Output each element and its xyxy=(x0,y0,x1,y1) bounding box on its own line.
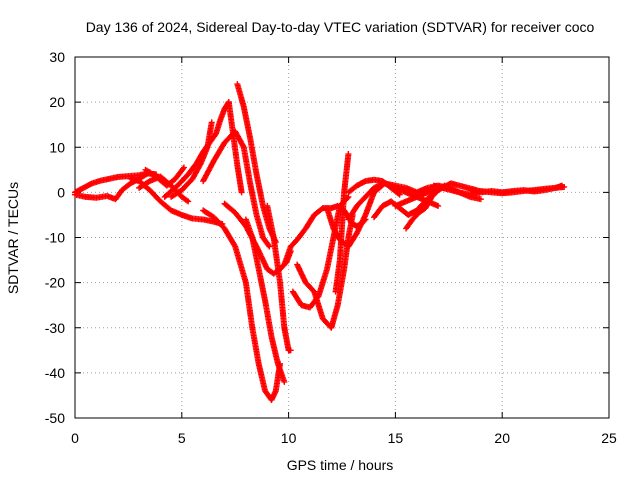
y-tick-label: 0 xyxy=(57,184,65,200)
data-point xyxy=(179,165,186,172)
data-layer xyxy=(72,81,568,403)
x-tick-label: 0 xyxy=(71,430,79,446)
data-series xyxy=(467,182,566,197)
x-tick-label: 15 xyxy=(388,430,404,446)
data-series xyxy=(294,211,356,331)
data-point xyxy=(238,189,245,196)
x-tick-label: 5 xyxy=(178,430,186,446)
axis-ticks: 0 5 10 15 20 25 -50 -40 -30 -20 -10 0 10 20 30 xyxy=(45,49,617,446)
data-point xyxy=(395,190,402,197)
data-series xyxy=(221,200,294,277)
data-point xyxy=(396,191,403,198)
data-point xyxy=(435,202,442,209)
x-axis-label: GPS time / hours xyxy=(287,457,394,473)
y-tick-label: -40 xyxy=(45,365,65,381)
data-point xyxy=(208,119,215,126)
x-tick-label: 20 xyxy=(494,430,510,446)
data-series xyxy=(136,173,192,205)
data-point xyxy=(185,198,192,205)
data-series xyxy=(264,202,294,354)
y-tick-label: 30 xyxy=(49,49,65,65)
data-series xyxy=(127,175,226,227)
data-point xyxy=(180,164,187,171)
y-tick-label: -30 xyxy=(45,320,65,336)
data-point xyxy=(287,347,294,354)
y-tick-label: -20 xyxy=(45,275,65,291)
data-point xyxy=(559,182,566,189)
data-series xyxy=(242,216,288,385)
data-point xyxy=(265,242,272,249)
x-tick-label: 10 xyxy=(281,430,297,446)
y-tick-label: -10 xyxy=(45,230,65,246)
chart-title: Day 136 of 2024, Sidereal Day-to-day VTE… xyxy=(86,19,595,35)
data-point xyxy=(477,196,484,203)
y-tick-label: -50 xyxy=(45,410,65,426)
y-tick-label: 20 xyxy=(49,94,65,110)
data-series xyxy=(168,119,215,200)
y-axis-label: SDTVAR / TECUs xyxy=(5,182,21,294)
data-series xyxy=(200,207,284,403)
data-point xyxy=(266,243,273,250)
grid xyxy=(75,57,609,418)
x-tick-label: 25 xyxy=(601,430,617,446)
data-series xyxy=(72,169,153,203)
data-series xyxy=(225,99,245,196)
y-tick-label: 10 xyxy=(49,139,65,155)
data-point xyxy=(183,197,190,204)
data-point xyxy=(231,242,238,249)
data-series xyxy=(332,151,352,295)
data-point xyxy=(345,151,352,158)
data-point xyxy=(281,378,288,385)
